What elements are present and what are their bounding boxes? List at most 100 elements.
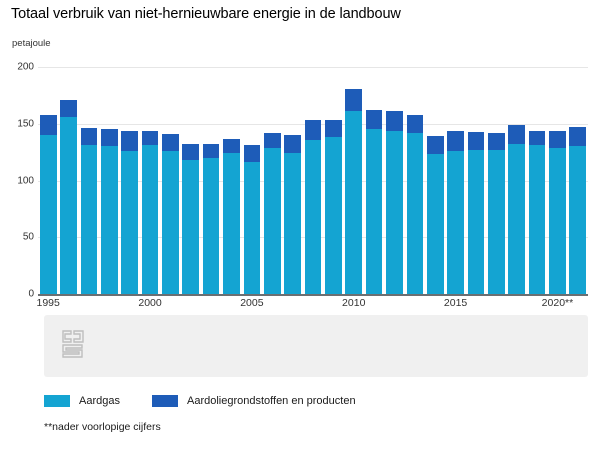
bar-segment (202, 157, 220, 294)
bar-segment (141, 130, 159, 146)
bar-segment (569, 127, 587, 147)
legend-item-aardolie[interactable]: Aardoliegrondstoffen en producten (151, 395, 356, 407)
bar-segment (121, 151, 139, 294)
bar-group[interactable] (386, 67, 403, 294)
bar-group[interactable] (284, 67, 301, 294)
bar-segment (121, 130, 139, 151)
bar-segment (406, 132, 424, 294)
bar-group[interactable] (467, 67, 485, 294)
bar-group[interactable] (162, 67, 179, 294)
bar-group[interactable] (304, 67, 322, 294)
bar-segment (386, 130, 403, 294)
x-tick-label-2000: 2000 (138, 297, 162, 309)
bar-group[interactable] (447, 67, 464, 294)
bar-segment (487, 132, 505, 150)
bar-group[interactable] (223, 67, 240, 294)
bar-segment (284, 153, 301, 294)
gridline-0 (38, 294, 588, 296)
logo-panel (44, 315, 588, 377)
bar-segment (60, 116, 77, 294)
x-tick-label-2010: 2010 (342, 297, 366, 309)
bar-segment (80, 128, 98, 146)
bar-segment (426, 136, 444, 155)
bar-group[interactable] (325, 67, 342, 294)
bar-segment (223, 153, 240, 294)
bar-group[interactable] (263, 67, 281, 294)
x-tick-label-2015: 2015 (443, 297, 468, 309)
bar-segment (60, 99, 77, 117)
plot-area (38, 67, 588, 296)
legend-label-aardgas: Aardgas (79, 395, 120, 407)
bar-segment (39, 114, 57, 136)
bar-segment (528, 130, 546, 146)
bar-group[interactable] (243, 67, 261, 294)
x-tick-label-1995: 1995 (36, 297, 60, 309)
y-tick-label-50: 50 (22, 231, 34, 243)
bar-segment (141, 145, 159, 294)
legend-swatch-aardgas (44, 395, 70, 407)
legend-label-aardolie: Aardoliegrondstoffen en producten (186, 395, 356, 407)
bar-group[interactable] (365, 67, 383, 294)
chart-legend: Aardgas Aardoliegrondstoffen en producte… (44, 395, 378, 407)
bar-group[interactable] (406, 67, 424, 294)
bar-segment (508, 144, 526, 294)
bar-segment (406, 114, 424, 133)
bar-group[interactable] (569, 67, 587, 294)
legend-item-aardgas[interactable]: Aardgas (44, 395, 120, 407)
bar-segment (528, 145, 546, 294)
y-axis-ticks: 0 50 100 150 200 (0, 62, 34, 300)
gridline-200 (38, 67, 588, 68)
bar-group[interactable] (426, 67, 444, 294)
bar-segment (447, 151, 464, 294)
x-tick-label-2020: 2020** (541, 297, 574, 309)
bar-segment (39, 135, 57, 294)
bar-segment (100, 146, 118, 294)
legend-swatch-aardolie (151, 395, 178, 407)
bar-segment (304, 120, 322, 140)
x-tick-label-2005: 2005 (240, 297, 264, 309)
bar-segment (345, 111, 363, 294)
bar-segment (508, 124, 526, 145)
x-axis-ticks: 1995 2000 2005 2010 2015 2020** (36, 297, 588, 313)
bar-segment (263, 132, 281, 148)
bar-segment (467, 131, 485, 150)
bar-series-container (38, 67, 588, 294)
bar-group[interactable] (39, 67, 57, 294)
cbs-logo (62, 330, 84, 358)
bar-group[interactable] (528, 67, 546, 294)
bar-group[interactable] (508, 67, 526, 294)
bar-group[interactable] (182, 67, 200, 294)
bar-group[interactable] (80, 67, 98, 294)
bar-segment (243, 162, 261, 294)
bar-segment (426, 154, 444, 294)
bar-segment (182, 160, 200, 294)
bar-segment (80, 145, 98, 294)
bar-segment (100, 129, 118, 147)
bar-segment (467, 149, 485, 294)
bar-group[interactable] (202, 67, 220, 294)
y-axis-unit-label: petajoule (12, 38, 51, 49)
bar-group[interactable] (100, 67, 118, 294)
bar-group[interactable] (549, 67, 566, 294)
bar-group[interactable] (121, 67, 139, 294)
bar-segment (243, 145, 261, 163)
bar-group[interactable] (141, 67, 159, 294)
bar-segment (365, 110, 383, 130)
bar-segment (284, 135, 301, 154)
bar-segment (345, 88, 363, 112)
bar-segment (365, 129, 383, 294)
y-tick-label-150: 150 (17, 118, 34, 130)
bar-segment (223, 138, 240, 154)
bar-group[interactable] (487, 67, 505, 294)
chart-title: Totaal verbruik van niet-hernieuwbare en… (11, 6, 401, 22)
bar-segment (487, 149, 505, 294)
chart-footnote: **nader voorlopige cijfers (44, 421, 161, 433)
y-tick-label-200: 200 (17, 61, 34, 73)
bar-segment (325, 137, 342, 294)
bar-group[interactable] (60, 67, 77, 294)
bar-segment (569, 146, 587, 294)
bar-group[interactable] (345, 67, 363, 294)
bar-segment (549, 130, 566, 148)
bar-segment (182, 144, 200, 161)
